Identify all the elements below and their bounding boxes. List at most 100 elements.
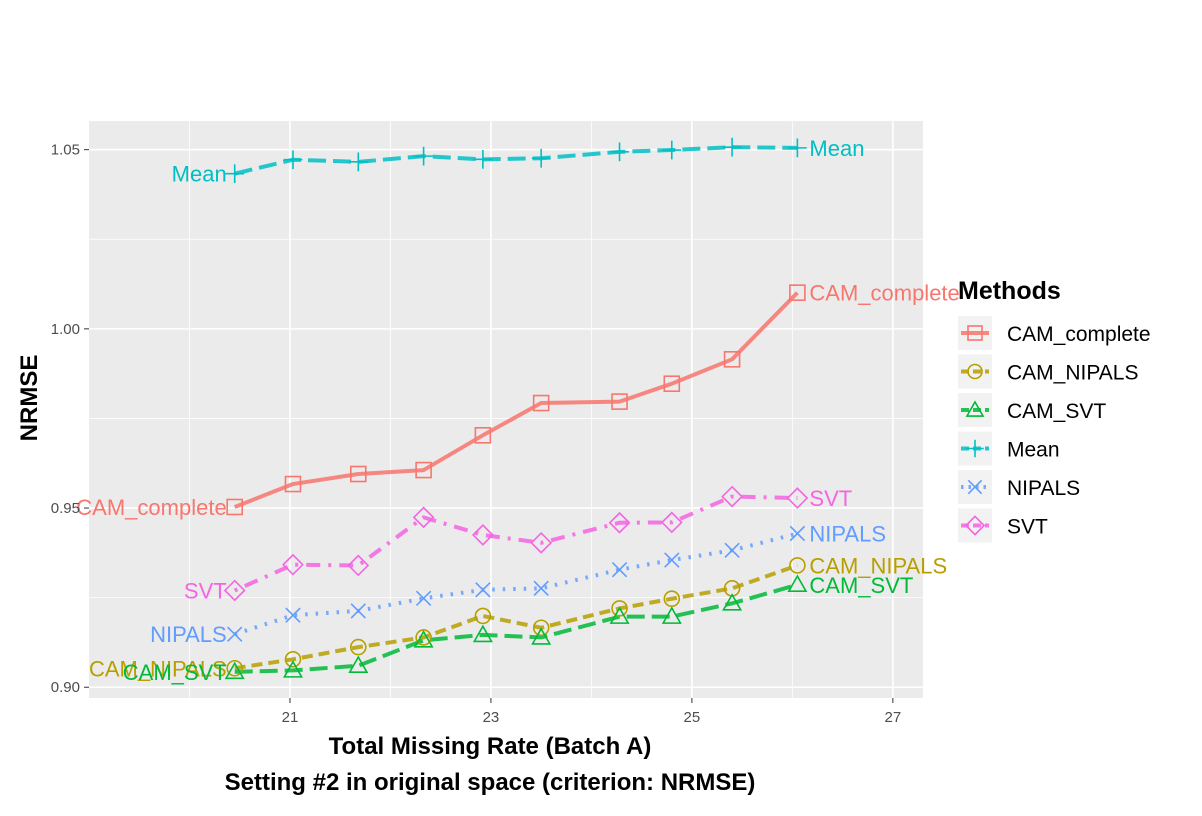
legend-item-cam-svt: CAM_SVT	[958, 393, 1106, 427]
data-point-mean	[788, 138, 807, 158]
series-line-cam-nipals	[234, 563, 799, 671]
y-axis-ticks: 0.90 0.95 1.00 1.05	[51, 142, 89, 696]
data-point-cam-nipals	[415, 629, 432, 646]
data-point-nipals	[475, 582, 491, 598]
data-point-cam-complete	[284, 475, 302, 493]
series-end-label-mean: Mean	[809, 136, 864, 161]
data-point-nipals	[724, 542, 740, 559]
data-point-cam-complete	[723, 351, 741, 368]
data-point-svt	[412, 506, 435, 529]
data-point-cam-svt	[413, 630, 434, 648]
data-point-svt	[608, 511, 631, 534]
data-point-cam-complete	[226, 498, 243, 516]
x-tick-label: 25	[684, 709, 701, 726]
legend-marker-mean	[966, 439, 984, 458]
series-start-label-nipals: NIPALS	[150, 622, 227, 647]
series-start-label-mean: Mean	[172, 162, 227, 187]
y-tick-label: 1.05	[51, 142, 80, 159]
series-end-label-nipals: NIPALS	[809, 522, 886, 547]
legend-marker-cam-complete	[967, 325, 983, 341]
data-point-mean	[348, 152, 368, 172]
data-point-cam-nipals	[663, 590, 681, 608]
data-point-svt	[530, 531, 553, 554]
y-tick-label: 0.95	[51, 500, 80, 517]
data-point-cam-complete	[349, 465, 367, 483]
data-point-mean	[531, 148, 551, 168]
legend-label-svt: SVT	[1007, 516, 1048, 539]
data-point-svt	[472, 524, 494, 546]
data-point-cam-svt	[282, 660, 303, 678]
data-point-cam-nipals	[789, 557, 806, 574]
x-axis-title: Total Missing Rate (Batch A)	[329, 733, 652, 760]
legend-label-cam-nipals: CAM_NIPALS	[1007, 362, 1139, 385]
data-point-cam-nipals	[284, 650, 302, 668]
data-point-mean	[662, 140, 682, 160]
data-point-cam-nipals	[474, 607, 492, 625]
data-point-nipals	[227, 626, 243, 642]
data-point-cam-svt	[661, 606, 682, 624]
data-point-mean	[473, 149, 493, 169]
data-point-nipals	[415, 590, 432, 607]
series-end-label-svt: SVT	[809, 486, 852, 511]
minor-gridlines	[89, 121, 923, 698]
series-end-label-cam-complete: CAM_complete	[809, 281, 959, 306]
data-point-cam-svt	[609, 606, 630, 624]
data-point-mean	[225, 164, 245, 184]
legend-item-mean: Mean	[958, 431, 1060, 466]
series-lines	[233, 145, 799, 674]
series-start-label-cam-nipals: CAM_NIPALS	[89, 656, 227, 681]
legend-label-cam-complete: CAM_complete	[1007, 323, 1151, 346]
data-point-cam-svt	[224, 661, 245, 680]
data-point-cam-complete	[789, 284, 806, 301]
series-line-cam-svt	[234, 582, 798, 674]
data-point-cam-svt	[472, 624, 493, 643]
legend-marker-nipals	[967, 479, 983, 495]
legend-marker-svt	[964, 515, 986, 536]
plot-panel	[89, 121, 923, 698]
data-point-cam-complete	[663, 375, 681, 392]
series-end-label-cam-nipals: CAM_NIPALS	[809, 553, 947, 578]
y-axis-title: NRMSE	[16, 355, 43, 442]
data-point-nipals	[789, 525, 806, 542]
y-tick-label: 0.90	[51, 679, 80, 696]
data-point-nipals	[285, 607, 301, 623]
data-point-cam-complete	[415, 461, 432, 479]
data-point-mean	[722, 137, 742, 157]
series-start-label-svt: SVT	[184, 578, 227, 603]
data-point-svt	[721, 485, 743, 508]
data-point-cam-svt	[348, 655, 369, 674]
series-end-label-cam-svt: CAM_SVT	[809, 573, 913, 598]
series-end-labels: CAM_complete CAM_complete CAM_NIPALS CAM_NI…	[76, 136, 959, 685]
series-line-svt	[233, 494, 798, 593]
data-point-mean	[283, 150, 303, 170]
data-point-nipals	[533, 580, 549, 597]
legend-item-cam-complete: CAM_complete	[958, 316, 1151, 350]
series-markers	[223, 137, 809, 680]
data-point-nipals	[350, 603, 366, 619]
x-tick-label: 27	[885, 709, 902, 726]
data-point-nipals	[611, 562, 628, 578]
legend-label-mean: Mean	[1007, 439, 1060, 462]
data-point-cam-svt	[722, 593, 743, 611]
data-point-svt	[660, 511, 683, 534]
legend-title: Methods	[958, 277, 1061, 305]
data-point-cam-complete	[474, 427, 492, 444]
data-point-svt	[282, 553, 304, 576]
legend-item-cam-nipals: CAM_NIPALS	[958, 354, 1139, 389]
series-line-cam-complete	[233, 291, 799, 509]
data-point-cam-complete	[532, 394, 550, 412]
legend-item-svt: SVT	[958, 508, 1048, 543]
series-start-label-cam-complete: CAM_complete	[76, 495, 226, 520]
legend-label-nipals: NIPALS	[1007, 477, 1080, 500]
data-point-mean	[610, 142, 629, 162]
x-tick-label: 23	[483, 709, 500, 726]
x-axis-ticks: 21 23 25 27	[282, 698, 902, 726]
series-start-label-cam-svt: CAM_SVT	[123, 660, 227, 685]
legend: CAM_complete CAM_NIPALS CAM_SVT Mean NIPALS S…	[958, 316, 1151, 543]
x-tick-label: 21	[282, 709, 299, 726]
data-point-cam-nipals	[532, 619, 550, 637]
data-point-nipals	[664, 552, 680, 568]
legend-marker-cam-nipals	[967, 363, 983, 380]
chart-subtitle: Setting #2 in original space (criterion:…	[225, 769, 756, 796]
